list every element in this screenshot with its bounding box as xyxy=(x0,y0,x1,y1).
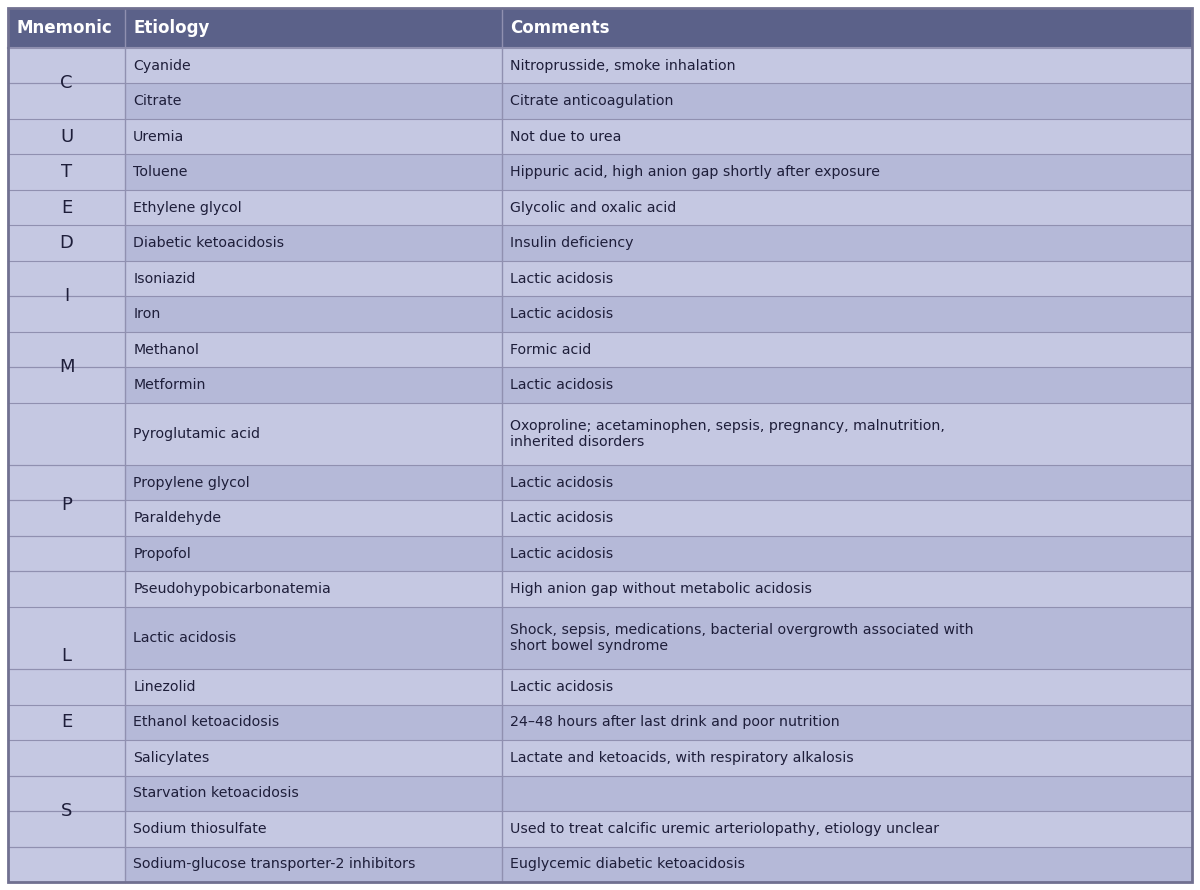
Text: U: U xyxy=(60,128,73,146)
Text: Citrate anticoagulation: Citrate anticoagulation xyxy=(510,94,673,109)
Text: P: P xyxy=(61,496,72,514)
Bar xyxy=(8,811,1192,846)
Text: Iron: Iron xyxy=(133,307,161,321)
Text: Shock, sepsis, medications, bacterial overgrowth associated with
short bowel syn: Shock, sepsis, medications, bacterial ov… xyxy=(510,623,973,653)
Bar xyxy=(8,155,1192,190)
Text: Lactic acidosis: Lactic acidosis xyxy=(510,476,613,490)
Text: Lactic acidosis: Lactic acidosis xyxy=(510,307,613,321)
Text: 24–48 hours after last drink and poor nutrition: 24–48 hours after last drink and poor nu… xyxy=(510,716,840,729)
Text: Toluene: Toluene xyxy=(133,166,187,179)
Bar xyxy=(8,500,1192,536)
Bar xyxy=(8,669,1192,705)
Text: Not due to urea: Not due to urea xyxy=(510,130,622,143)
Bar xyxy=(8,332,1192,368)
Text: Mnemonic: Mnemonic xyxy=(16,19,112,37)
Text: Sodium thiosulfate: Sodium thiosulfate xyxy=(133,821,266,836)
Bar xyxy=(8,190,1192,225)
Text: Oxoproline; acetaminophen, sepsis, pregnancy, malnutrition,
inherited disorders: Oxoproline; acetaminophen, sepsis, pregn… xyxy=(510,419,944,449)
Text: Nitroprusside, smoke inhalation: Nitroprusside, smoke inhalation xyxy=(510,59,736,73)
Text: Pseudohypobicarbonatemia: Pseudohypobicarbonatemia xyxy=(133,582,331,596)
Bar xyxy=(8,225,1192,261)
Text: High anion gap without metabolic acidosis: High anion gap without metabolic acidosi… xyxy=(510,582,811,596)
Text: Sodium-glucose transporter-2 inhibitors: Sodium-glucose transporter-2 inhibitors xyxy=(133,857,415,871)
Text: Lactic acidosis: Lactic acidosis xyxy=(510,271,613,286)
Bar xyxy=(8,571,1192,607)
Bar xyxy=(8,536,1192,571)
Text: Pyroglutamic acid: Pyroglutamic acid xyxy=(133,427,260,441)
Text: D: D xyxy=(60,234,73,252)
Text: Glycolic and oxalic acid: Glycolic and oxalic acid xyxy=(510,201,676,214)
Bar xyxy=(8,403,125,607)
Text: Citrate: Citrate xyxy=(133,94,181,109)
Text: I: I xyxy=(64,287,70,305)
Text: Propofol: Propofol xyxy=(133,546,191,561)
Bar xyxy=(8,705,125,740)
Text: Hippuric acid, high anion gap shortly after exposure: Hippuric acid, high anion gap shortly af… xyxy=(510,166,880,179)
Text: Insulin deficiency: Insulin deficiency xyxy=(510,236,634,250)
Text: Ethanol ketoacidosis: Ethanol ketoacidosis xyxy=(133,716,280,729)
Bar xyxy=(8,8,1192,48)
Text: L: L xyxy=(61,647,72,665)
Bar xyxy=(8,403,1192,465)
Text: Euglycemic diabetic ketoacidosis: Euglycemic diabetic ketoacidosis xyxy=(510,857,745,871)
Bar xyxy=(8,84,1192,119)
Text: Paraldehyde: Paraldehyde xyxy=(133,511,221,525)
Bar xyxy=(8,48,1192,84)
Text: Lactic acidosis: Lactic acidosis xyxy=(133,631,236,645)
Bar xyxy=(8,846,1192,882)
Text: Lactic acidosis: Lactic acidosis xyxy=(510,378,613,392)
Text: S: S xyxy=(61,802,72,820)
Bar xyxy=(8,190,125,225)
Text: E: E xyxy=(61,713,72,732)
Text: Ethylene glycol: Ethylene glycol xyxy=(133,201,242,214)
Text: Starvation ketoacidosis: Starvation ketoacidosis xyxy=(133,786,299,800)
Bar xyxy=(8,119,125,155)
Bar xyxy=(8,155,125,190)
Text: C: C xyxy=(60,75,73,93)
Bar xyxy=(8,261,1192,296)
Text: Methanol: Methanol xyxy=(133,343,199,357)
Bar xyxy=(8,775,1192,811)
Bar xyxy=(8,705,1192,740)
Bar xyxy=(8,261,125,332)
Bar xyxy=(8,740,1192,775)
Text: E: E xyxy=(61,198,72,216)
Text: Formic acid: Formic acid xyxy=(510,343,590,357)
Text: Propylene glycol: Propylene glycol xyxy=(133,476,250,490)
Bar xyxy=(8,48,125,119)
Bar xyxy=(8,465,1192,500)
Bar xyxy=(8,607,1192,669)
Bar xyxy=(8,332,125,403)
Text: M: M xyxy=(59,359,74,376)
Bar xyxy=(8,607,125,705)
Text: Salicylates: Salicylates xyxy=(133,751,210,765)
Text: Comments: Comments xyxy=(510,19,610,37)
Text: Uremia: Uremia xyxy=(133,130,185,143)
Text: Diabetic ketoacidosis: Diabetic ketoacidosis xyxy=(133,236,284,250)
Text: Lactic acidosis: Lactic acidosis xyxy=(510,680,613,694)
Text: Isoniazid: Isoniazid xyxy=(133,271,196,286)
Bar xyxy=(8,296,1192,332)
Text: Lactic acidosis: Lactic acidosis xyxy=(510,511,613,525)
Text: Linezolid: Linezolid xyxy=(133,680,196,694)
Bar xyxy=(8,740,125,882)
Text: Lactic acidosis: Lactic acidosis xyxy=(510,546,613,561)
Text: Used to treat calcific uremic arteriolopathy, etiology unclear: Used to treat calcific uremic arteriolop… xyxy=(510,821,938,836)
Text: Metformin: Metformin xyxy=(133,378,205,392)
Bar xyxy=(8,368,1192,403)
Bar xyxy=(8,225,125,261)
Text: Etiology: Etiology xyxy=(133,19,210,37)
Text: Cyanide: Cyanide xyxy=(133,59,191,73)
Bar xyxy=(8,119,1192,155)
Text: Lactate and ketoacids, with respiratory alkalosis: Lactate and ketoacids, with respiratory … xyxy=(510,751,853,765)
Text: T: T xyxy=(61,163,72,182)
